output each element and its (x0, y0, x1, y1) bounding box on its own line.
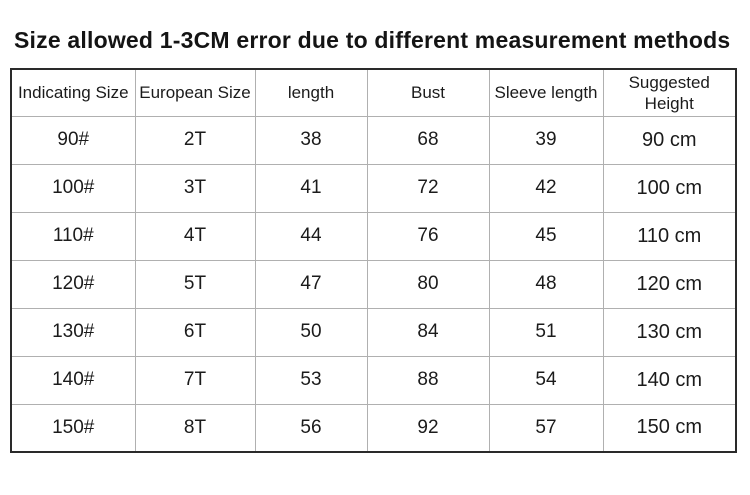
table-cell: 76 (366, 211, 490, 261)
page-title: Size allowed 1-3CM error due to differen… (14, 27, 731, 53)
table-cell: 150 cm (602, 403, 737, 453)
table-cell: 140# (10, 355, 136, 405)
table-cell: 57 (488, 403, 604, 453)
table-cell: 90# (10, 115, 136, 165)
table-cell: 53 (254, 355, 368, 405)
table-cell: 45 (488, 211, 604, 261)
table-cell: 47 (254, 259, 368, 309)
column-header: Bust (366, 68, 490, 117)
table-cell: 38 (254, 115, 368, 165)
table-header: Indicating Size European Size length Bust Sl… (10, 68, 737, 117)
table-cell: 2T (134, 115, 256, 165)
table-cell: 140 cm (602, 355, 737, 405)
table-cell: 54 (488, 355, 604, 405)
table-cell: 39 (488, 115, 604, 165)
table-cell: 120 cm (602, 259, 737, 309)
table-cell: 6T (134, 307, 256, 357)
table-cell: 100 cm (602, 163, 737, 213)
table-row: 90# 2T 38 68 39 90 cm (10, 115, 737, 165)
table-cell: 51 (488, 307, 604, 357)
table-cell: 110 cm (602, 211, 737, 261)
table-cell: 84 (366, 307, 490, 357)
column-header: length (254, 68, 368, 117)
table-cell: 41 (254, 163, 368, 213)
table-cell: 150# (10, 403, 136, 453)
table-row: 130# 6T 50 84 51 130 cm (10, 307, 737, 357)
table-cell: 68 (366, 115, 490, 165)
table-cell: 110# (10, 211, 136, 261)
column-header: Indicating Size (10, 68, 136, 117)
table-cell: 50 (254, 307, 368, 357)
table-cell: 42 (488, 163, 604, 213)
table-cell: 44 (254, 211, 368, 261)
table-row: 140# 7T 53 88 54 140 cm (10, 355, 737, 405)
column-header: Sleeve length (488, 68, 604, 117)
table-cell: 3T (134, 163, 256, 213)
table-cell: 72 (366, 163, 490, 213)
table-cell: 100# (10, 163, 136, 213)
column-header: European Size (134, 68, 256, 117)
table-row: 100# 3T 41 72 42 100 cm (10, 163, 737, 213)
header-row: Indicating Size European Size length Bust Sl… (10, 68, 737, 117)
table-cell: 120# (10, 259, 136, 309)
table-cell: 130 cm (602, 307, 737, 357)
column-header: Suggested Height (602, 68, 737, 117)
table-cell: 48 (488, 259, 604, 309)
table-cell: 8T (134, 403, 256, 453)
table-cell: 90 cm (602, 115, 737, 165)
table-cell: 88 (366, 355, 490, 405)
table-row: 150# 8T 56 92 57 150 cm (10, 403, 737, 453)
table-cell: 80 (366, 259, 490, 309)
table-cell: 92 (366, 403, 490, 453)
table-cell: 130# (10, 307, 136, 357)
table-cell: 7T (134, 355, 256, 405)
table-row: 110# 4T 44 76 45 110 cm (10, 211, 737, 261)
table-cell: 4T (134, 211, 256, 261)
table-cell: 5T (134, 259, 256, 309)
table-cell: 56 (254, 403, 368, 453)
table-row: 120# 5T 47 80 48 120 cm (10, 259, 737, 309)
size-table: Indicating Size European Size length Bust Sl… (10, 68, 737, 453)
table-body: 90# 2T 38 68 39 90 cm 100# 3T 41 72 42 100 cm 110# 4T… (10, 115, 737, 453)
